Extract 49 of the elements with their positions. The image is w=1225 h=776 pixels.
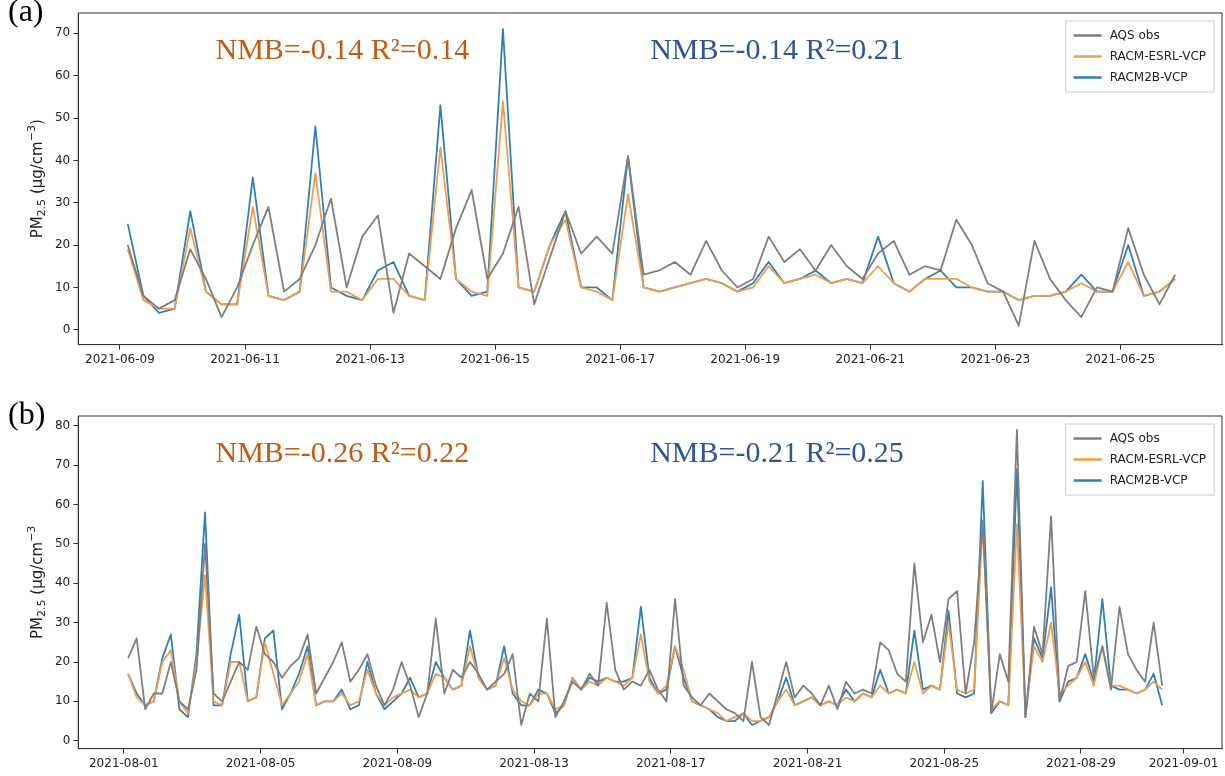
y-axis-title: PM2.5 (μg/cm−3 [24,525,49,639]
x-tick-label: 2021-06-09 [85,351,155,366]
legend-label: AQS obs [1109,27,1160,42]
x-tick-label: 2021-06-17 [585,351,656,366]
x-tick-label: 2021-06-25 [1085,351,1156,366]
y-tick-label: 0 [62,732,71,747]
x-tick-label: 2021-06-19 [710,351,781,366]
y-tick-label: 10 [54,693,71,708]
y-tick-label: 20 [54,654,71,669]
y-tick-label: 50 [54,110,71,125]
x-tick-label: 2021-06-23 [960,351,1031,366]
y-tick-label: 40 [54,152,71,167]
chart-title: (a) [8,0,44,29]
y-tick-label: 0 [62,321,71,336]
y-tick-label: 60 [54,67,71,82]
y-tick-label: 20 [54,237,71,252]
legend-label: AQS obs [1109,430,1160,445]
chart-title: (b) [8,395,46,432]
annotation: NMB=-0.14 R²=0.14 [215,31,470,65]
legend-label: RACM-ESRL-VCP [1109,451,1206,466]
x-tick-label: 2021-06-13 [335,351,405,366]
y-tick-label: 50 [54,536,71,551]
y-axis-title: PM2.5 (μg/cm−3) [24,119,49,239]
y-tick-label: 70 [54,457,71,472]
y-tick-label: 40 [54,575,71,590]
y-tick-label: 70 [54,25,71,40]
x-tick-label: 2021-08-17 [635,755,706,770]
legend-label: RACM2B-VCP [1109,472,1188,487]
legend-label: RACM2B-VCP [1109,69,1188,84]
x-tick-label: 2021-06-21 [835,351,906,366]
x-tick-label: 2021-08-29 [1046,755,1116,770]
annotation: NMB=-0.26 R²=0.22 [215,434,470,468]
x-tick-label: 2021-06-11 [210,351,280,366]
annotation: NMB=-0.14 R²=0.21 [650,31,904,65]
y-tick-label: 30 [54,194,71,209]
x-tick-label: 2021-08-09 [362,755,433,770]
y-tick-label: 80 [54,417,71,432]
y-tick-label: 10 [54,279,71,294]
y-tick-label: 30 [54,614,71,629]
y-tick-label: 60 [54,496,71,511]
x-tick-label: 2021-08-01 [88,755,159,770]
annotation: NMB=-0.21 R²=0.25 [650,434,904,468]
x-tick-label: 2021-08-05 [225,755,296,770]
x-tick-label: 2021-08-13 [499,755,569,770]
x-tick-label: 2021-06-15 [460,351,530,366]
x-tick-label: 2021-08-21 [772,755,843,770]
x-tick-label: 2021-09-01 [1148,755,1219,770]
legend-label: RACM-ESRL-VCP [1109,48,1206,63]
x-tick-label: 2021-08-25 [909,755,980,770]
